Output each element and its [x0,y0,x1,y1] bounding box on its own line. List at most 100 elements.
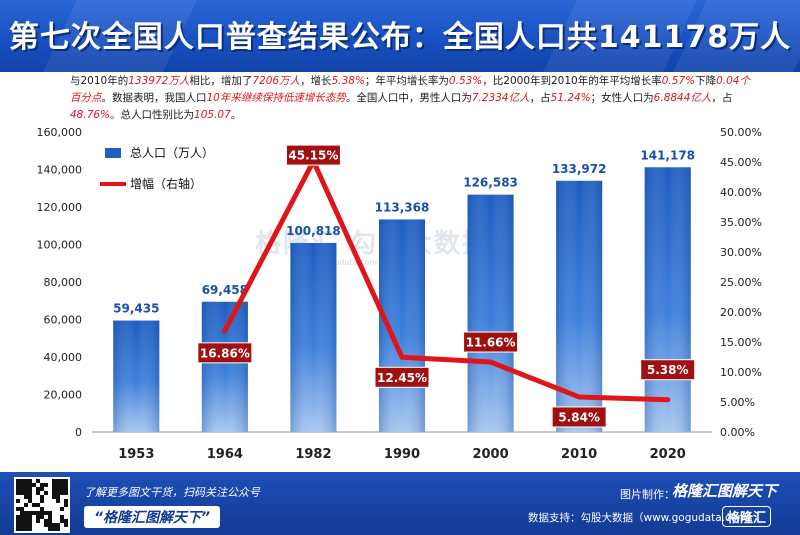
qr-module [24,523,28,527]
qr-module [44,491,48,495]
qr-module [28,487,32,491]
population-bar-shade [201,301,248,432]
qr-module [52,523,56,527]
qr-module [52,479,56,483]
growth-point [665,397,671,403]
qr-module [64,519,68,523]
qr-module [44,519,48,523]
qr-module [64,491,68,495]
qr-module [48,527,52,531]
qr-module [24,519,28,523]
growth-label-box [374,366,430,388]
qr-module [16,527,20,531]
highlight-value: 51.24% [550,92,591,104]
qr-code[interactable] [14,477,70,533]
qr-module [24,503,28,507]
population-bar-shade [113,320,160,432]
growth-value-label: 16.86% [200,346,250,360]
qr-module [28,519,32,523]
qr-module [40,511,44,515]
qr-module [64,487,68,491]
y2-tick-label: 25.00% [720,276,762,289]
x-tick-label: 1990 [384,447,420,462]
qr-module [32,483,36,487]
growth-point [222,328,228,334]
growth-value-label: 5.84% [558,410,600,424]
y-tick-label: 160,000 [37,126,83,139]
qr-module [24,495,28,499]
x-tick-label: 2020 [650,447,686,462]
highlight-value: 5.38% [331,75,365,87]
growth-label-box [285,144,341,166]
summary-segment: ，占 [711,92,733,104]
qr-module [56,483,60,487]
qr-module [28,511,32,515]
qr-module [56,527,60,531]
highlight-value: 48.76% [70,109,111,121]
qr-module [24,511,28,515]
legend-bar-label: 总人口（万人） [130,146,214,160]
highlight-value: 7206万人 [252,75,301,87]
qr-module [60,519,64,523]
qr-module [16,491,20,495]
qr-module [20,519,24,523]
highlight-value: 0.57% [661,75,696,87]
growth-label-box [551,406,607,428]
qr-module [60,491,64,495]
qr-module [24,479,28,483]
qr-module [44,483,48,487]
summary-segment: ；女性人口为 [590,92,654,104]
qr-module [52,527,56,531]
qr-module [56,499,60,503]
qr-module [48,511,52,515]
brand-name: 格隆汇图解天下 [672,482,778,500]
summary-segment: 相比，增加了 [189,75,253,87]
qr-module [24,491,28,495]
y2-tick-label: 10.00% [720,366,762,379]
slogan: “格隆汇图解天下” [84,506,221,528]
qr-module [64,523,68,527]
qr-module [28,491,32,495]
growth-point [399,354,405,360]
qr-module [32,503,36,507]
qr-module [20,483,24,487]
qr-module [32,511,36,515]
qr-module [16,515,20,519]
qr-module [40,483,44,487]
summary-segment: ，增长 [300,75,332,87]
highlight-value: 0.04个百分点 [70,75,750,104]
bar-value-label: 133,972 [552,162,607,176]
qr-module [20,527,24,531]
qr-module [20,479,24,483]
qr-module [28,523,32,527]
bar-value-label: 100,818 [286,224,341,238]
y2-tick-label: 35.00% [720,216,762,229]
qr-module [44,511,48,515]
qr-module [20,507,24,511]
data-source: 数据支持：勾股大数据（www.gogudata.com） [528,512,758,524]
bar-value-label: 126,583 [463,176,518,190]
y2-tick-label: 45.00% [720,156,762,169]
y2-tick-label: 0.00% [720,426,755,439]
population-bar-shade [290,242,337,432]
highlight-value: 7.2334亿人 [471,92,530,104]
y2-tick-label: 15.00% [720,336,762,349]
qr-module [48,523,52,527]
x-tick-label: 1953 [118,447,154,462]
y2-tick-label: 5.00% [720,396,755,409]
qr-module [36,491,40,495]
qr-module [56,491,60,495]
qr-module [16,507,20,511]
qr-module [56,487,60,491]
qr-module [40,487,44,491]
bar-value-label: 59,435 [113,302,159,316]
qr-module [20,515,24,519]
qr-module [56,495,60,499]
qr-module [28,515,32,519]
qr-module [24,487,28,491]
y-tick-label: 100,000 [37,239,83,252]
growth-label-box [640,359,696,381]
growth-value-label: 11.66% [466,336,516,350]
summary-segment: 。总人口性别比为 [110,109,195,121]
bar-value-label: 69,458 [202,283,248,297]
